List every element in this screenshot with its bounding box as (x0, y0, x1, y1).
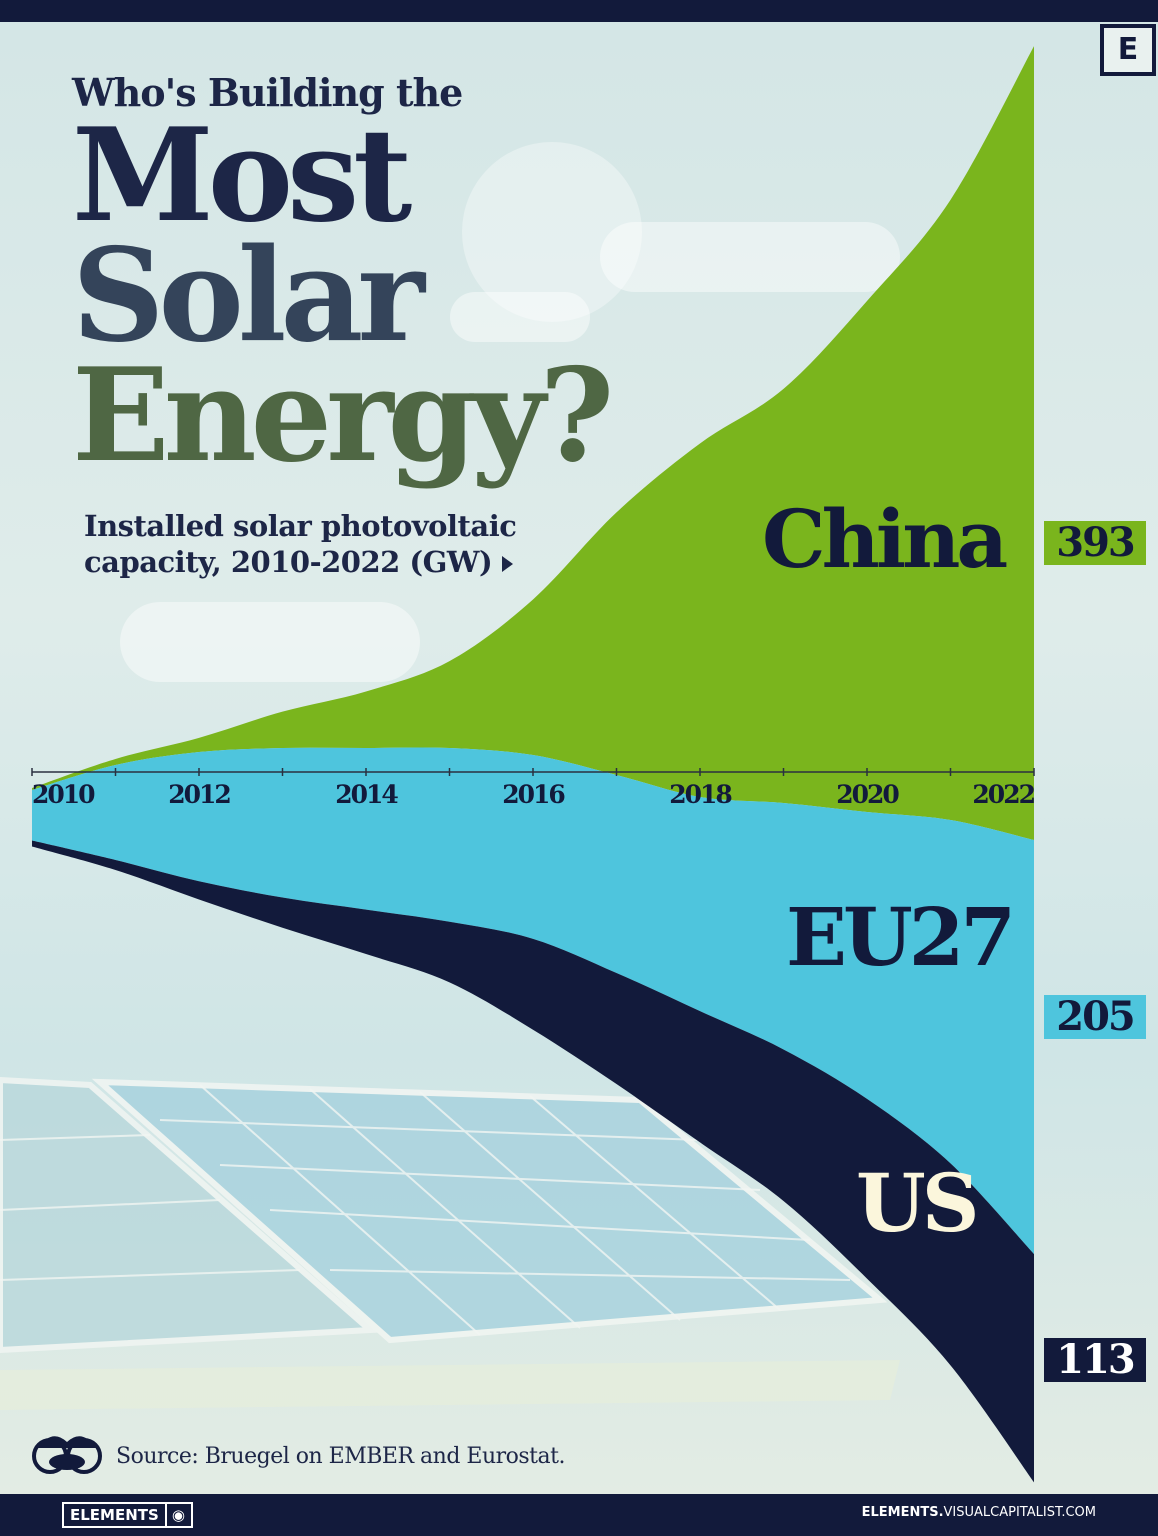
title-line-3: Energy? (72, 341, 614, 491)
x-tick-label: 2022 (972, 780, 1034, 809)
x-tick-label: 2020 (836, 780, 899, 809)
value-china: 393 (1044, 521, 1146, 565)
x-tick-label: 2014 (335, 780, 398, 809)
x-tick-label: 2016 (502, 780, 565, 809)
cloud (600, 222, 900, 292)
subtitle: Installed solar photovoltaic capacity, 2… (84, 508, 517, 580)
binoculars-icon: ◉ (164, 1504, 185, 1526)
source-note: Source: Bruegel on EMBER and Eurostat. (116, 1444, 565, 1469)
area-eu27 (32, 747, 1034, 1255)
subtitle-line-2: capacity, 2010-2022 (GW) (84, 544, 516, 580)
footer-logo[interactable]: ELEMENTS ◉ (62, 1502, 193, 1528)
footer: ELEMENTS ◉ ELEMENTS.VISUALCAPITALIST.COM (0, 1494, 1158, 1536)
x-tick-label: 2010 (32, 780, 95, 809)
footer-url[interactable]: ELEMENTS.VISUALCAPITALIST.COM (862, 1505, 1096, 1520)
solar-panel-illustration (0, 1076, 888, 1354)
value-eu27: 205 (1044, 995, 1146, 1039)
url-bold: ELEMENTS. (861, 1505, 944, 1520)
pretitle: Who's Building the (72, 70, 463, 115)
top-bar (0, 0, 1158, 22)
title-line-1: Most (72, 101, 412, 251)
elements-logo-icon: E (1100, 24, 1156, 76)
area-china (32, 46, 1034, 840)
label-china: China (762, 492, 1008, 586)
label-eu27: EU27 (786, 890, 1016, 984)
subtitle-text: capacity, 2010-2022 (GW) (84, 545, 493, 579)
footer-brand: ELEMENTS (70, 1506, 159, 1524)
x-tick-label: 2018 (669, 780, 732, 809)
value-us: 113 (1044, 1338, 1146, 1382)
label-us: US (856, 1156, 980, 1250)
triangle-right-icon (502, 556, 514, 572)
x-tick-label: 2012 (168, 780, 230, 809)
title-line-2: Solar (72, 221, 425, 371)
cloud (120, 602, 420, 682)
subtitle-line-1: Installed solar photovoltaic (84, 509, 517, 543)
url-rest: VISUALCAPITALIST.COM (943, 1505, 1096, 1520)
binoculars-icon (32, 1436, 102, 1474)
sun-illustration (462, 142, 642, 322)
area-us (32, 840, 1034, 1483)
cloud (450, 292, 590, 342)
